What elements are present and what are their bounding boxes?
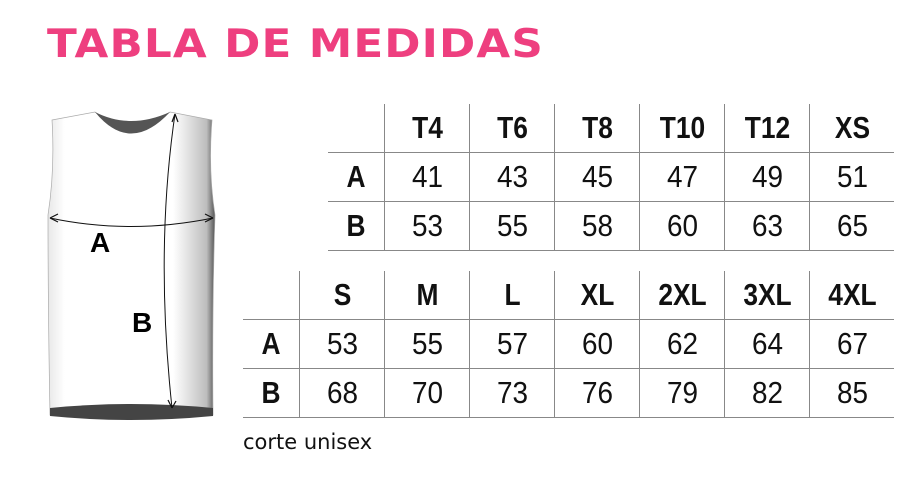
- header-row: S M L XL 2XL 3XL 4XL: [243, 271, 894, 320]
- caption: corte unisex: [243, 430, 373, 454]
- cell: 58: [558, 201, 636, 251]
- header-cell: S: [305, 271, 379, 320]
- cell: 62: [643, 319, 721, 369]
- header-cell: M: [390, 271, 464, 320]
- cell: 79: [643, 368, 721, 418]
- cell: 67: [813, 319, 890, 369]
- table-row: B 53 55 58 60 63 65: [328, 201, 894, 251]
- header-cell: T6: [475, 104, 549, 153]
- table-row: A 53 55 57 60 62 64 67: [243, 319, 894, 369]
- label-b: B: [132, 307, 152, 338]
- header-cell: T8: [560, 104, 634, 153]
- cell: 55: [388, 319, 466, 369]
- header-cell: T10: [645, 104, 719, 153]
- cell: 60: [558, 319, 636, 369]
- header-cell: L: [475, 271, 549, 320]
- cell: 49: [728, 152, 806, 202]
- size-table-adults: S M L XL 2XL 3XL 4XL A 53 55 57 60 62 64…: [243, 271, 894, 418]
- cell: 41: [388, 152, 466, 202]
- cell: 76: [558, 368, 636, 418]
- cell: 85: [813, 368, 890, 418]
- header-cell: 4XL: [815, 271, 888, 320]
- cell: 53: [303, 319, 381, 369]
- cell: 68: [303, 368, 381, 418]
- cell: 51: [813, 152, 890, 202]
- row-label: A: [247, 319, 296, 369]
- cell: 55: [473, 201, 551, 251]
- row-label: B: [247, 368, 296, 418]
- cell: 47: [643, 152, 721, 202]
- cell: 82: [728, 368, 806, 418]
- table-row: A 41 43 45 47 49 51: [328, 152, 894, 202]
- row-label: A: [332, 152, 381, 202]
- header-cell: XS: [815, 104, 888, 153]
- label-a: A: [90, 227, 110, 258]
- header-cell: T12: [730, 104, 804, 153]
- cell: 57: [473, 319, 551, 369]
- header-cell: 3XL: [730, 271, 804, 320]
- header-cell: 2XL: [645, 271, 719, 320]
- cell: 43: [473, 152, 551, 202]
- sleeveless-shirt-icon: A B: [47, 111, 216, 420]
- cell: 73: [473, 368, 551, 418]
- cell: 70: [388, 368, 466, 418]
- cell: 64: [728, 319, 806, 369]
- cell: 45: [558, 152, 636, 202]
- cell: 63: [728, 201, 806, 251]
- table-row: B 68 70 73 76 79 82 85: [243, 368, 894, 418]
- row-label: B: [332, 201, 381, 251]
- header-cell: XL: [560, 271, 634, 320]
- header-cell: T4: [390, 104, 464, 153]
- cell: 60: [643, 201, 721, 251]
- header-row: T4 T6 T8 T10 T12 XS: [328, 104, 894, 153]
- size-table-kids: T4 T6 T8 T10 T12 XS A 41 43 45 47 49 51 …: [328, 104, 894, 251]
- cell: 65: [813, 201, 890, 251]
- cell: 53: [388, 201, 466, 251]
- page-title: TABLA DE MEDIDAS: [47, 22, 544, 67]
